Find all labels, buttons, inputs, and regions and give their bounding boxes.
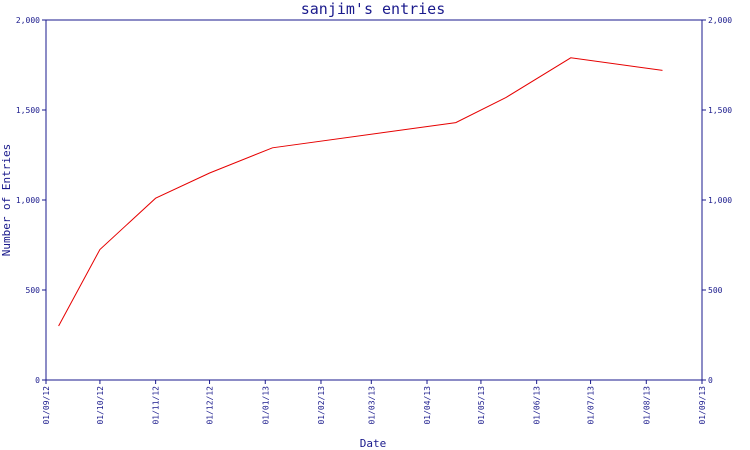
x-tick-label: 01/02/13 bbox=[317, 386, 326, 425]
plot-area: 0 0 500 500 1,000 1,000 1,500 1,500 2,000 2,000 01… bbox=[16, 16, 732, 425]
series-line bbox=[58, 57, 663, 327]
x-tick-label: 01/12/12 bbox=[206, 386, 215, 425]
x-tick-label: 01/03/13 bbox=[367, 386, 376, 425]
plot-frame bbox=[45, 19, 703, 381]
chart-title: sanjim's entries bbox=[301, 0, 446, 18]
y-tick-label-right: 0 bbox=[708, 376, 713, 385]
y-tick-label-left: 1,500 bbox=[16, 106, 40, 115]
y-tick-label-left: 0 bbox=[35, 376, 40, 385]
x-tick-label: 01/07/13 bbox=[587, 386, 596, 425]
y-tick-label-right: 1,000 bbox=[708, 196, 732, 205]
x-tick-label: 01/06/13 bbox=[533, 386, 542, 425]
x-tick-label: 01/05/13 bbox=[477, 386, 486, 425]
x-tick-label: 01/09/12 bbox=[42, 386, 51, 425]
y-tick-label-right: 1,500 bbox=[708, 106, 732, 115]
x-tick-label: 01/08/13 bbox=[642, 386, 651, 425]
y-axis-label: Number of Entries bbox=[0, 144, 13, 257]
x-tick-label: 01/04/13 bbox=[423, 386, 432, 425]
x-tick-label: 01/10/12 bbox=[96, 386, 105, 425]
x-tick-label: 01/09/13 bbox=[698, 386, 707, 425]
y-tick-label-left: 500 bbox=[26, 286, 41, 295]
x-tick-label: 01/01/13 bbox=[261, 386, 270, 425]
y-tick-label-right: 2,000 bbox=[708, 16, 732, 25]
x-tick-label: 01/11/12 bbox=[152, 386, 161, 425]
y-tick-label-left: 1,000 bbox=[16, 196, 40, 205]
x-axis-label: Date bbox=[360, 437, 387, 450]
y-tick-label-right: 500 bbox=[708, 286, 723, 295]
y-tick-label-left: 2,000 bbox=[16, 16, 40, 25]
